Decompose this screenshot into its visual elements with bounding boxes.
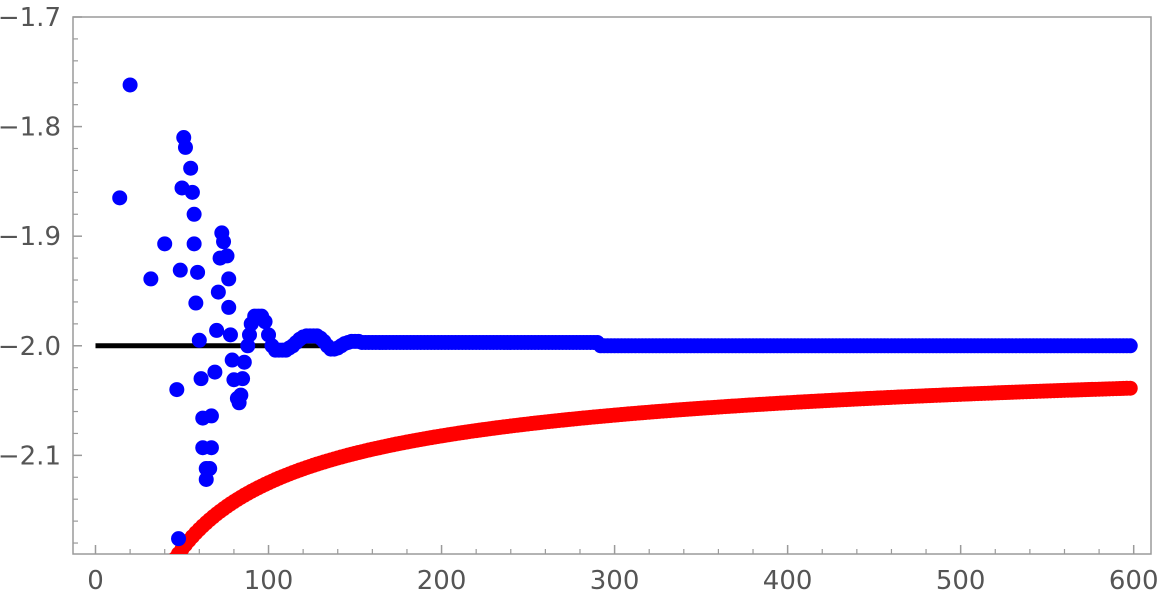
blue-point [193,371,209,387]
series-red-points [140,380,1138,614]
red-point [150,582,165,597]
blue-point [216,234,232,250]
blue-point [186,236,202,252]
y-tick-label: −2.0 [0,332,61,362]
blue-point [221,271,237,287]
blue-point [203,408,219,424]
red-point [1122,380,1138,396]
blue-point [1122,338,1138,354]
blue-point [157,236,173,252]
blue-point [177,139,193,155]
blue-point [209,322,225,338]
x-tick-label: 300 [590,566,640,596]
blue-point [202,461,218,477]
blue-point [190,264,206,280]
blue-point [221,299,237,315]
plot-area [95,77,1138,614]
blue-point [143,271,159,287]
red-point [140,607,155,614]
x-tick-label: 0 [87,566,104,596]
blue-point [210,284,226,300]
x-tick-label: 500 [936,566,986,596]
red-point [157,568,172,583]
blue-point [203,440,219,456]
x-axis-ticks: 0 100 200 300 400 500 600 [87,545,1159,596]
x-tick-label: 400 [763,566,813,596]
blue-point [236,354,252,370]
blue-point [257,314,273,330]
x-tick-label: 600 [1109,566,1159,596]
x-tick-label: 200 [417,566,467,596]
blue-point [171,531,187,547]
blue-point [191,332,207,348]
blue-point [224,352,240,368]
plot-frame [72,16,1152,555]
blue-point [122,77,138,93]
blue-point [186,206,202,222]
y-tick-label: −1.8 [0,113,61,143]
y-tick-label: −1.9 [0,222,61,252]
blue-point [219,248,235,264]
y-tick-label: −1.7 [0,3,61,33]
red-point [147,590,162,605]
red-point [143,598,158,613]
series-blue-points [112,77,1138,547]
y-tick-label: −2.1 [0,441,61,471]
red-point [161,562,176,577]
blue-point [184,184,200,200]
blue-point [172,262,188,278]
y-axis-ticks: −1.7 −1.8 −1.9 −2.0 −2.1 [0,3,82,544]
blue-point [235,371,251,387]
x-tick-label: 100 [244,566,294,596]
blue-point [222,327,238,343]
blue-point [188,295,204,311]
red-point [164,556,179,571]
blue-point [112,190,128,206]
blue-point [207,364,223,380]
blue-point [183,160,199,176]
red-point [154,575,169,590]
blue-point [169,382,185,398]
blue-point [233,387,249,403]
